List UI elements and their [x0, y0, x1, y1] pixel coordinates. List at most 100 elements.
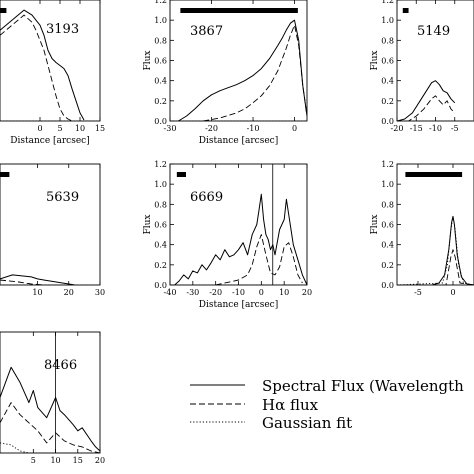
scale-bar: [405, 172, 463, 177]
y-tick-label: 0.4: [154, 77, 167, 86]
series-group: [397, 215, 474, 285]
x-tick-label: 20: [64, 288, 74, 297]
y-tick-label: 1.0: [154, 16, 167, 25]
panel-label: 3867: [190, 24, 223, 39]
scale-bar: [180, 8, 298, 13]
series-group: [397, 80, 474, 121]
series-h-flux: [203, 24, 307, 121]
scale-bar: [402, 8, 409, 13]
y-tick-label: 0.6: [381, 221, 394, 230]
x-tick-label: 5: [57, 124, 62, 133]
x-axis-label: Distance [arcsec]: [199, 300, 278, 310]
panel-frame: [0, 163, 101, 286]
y-axis-label: Flux: [370, 51, 380, 71]
y-tick-label: 1.2: [154, 160, 167, 169]
y-tick-label: 0.0: [381, 281, 394, 290]
y-tick-label: 1.0: [154, 180, 167, 189]
series-h-flux: [215, 234, 303, 285]
series-h-flux: [0, 279, 44, 285]
x-tick-label: 20: [95, 456, 105, 465]
panel-label: 8466: [44, 358, 77, 373]
x-tick-label: 30: [95, 288, 105, 297]
panel-3193: 0 5 10 15 Distance [arcsec] 3193: [0, 0, 105, 146]
x-tick-label: 5: [31, 456, 36, 465]
series-spectral-flux-wavelength: [397, 215, 474, 285]
x-tick-label: 0: [37, 124, 42, 133]
y-tick-label: 0.8: [154, 36, 167, 45]
panel-frame: [169, 163, 308, 286]
y-tick-label: 0.8: [381, 200, 394, 209]
panel-flux7: -5 0 0.0 0.2 0.4 0.6 0.8 1.0 1.2 Flux: [370, 160, 474, 297]
x-axis-label: Distance [arcsec]: [10, 136, 89, 146]
x-tick-label: 10: [75, 124, 85, 133]
panel-frame: [0, 0, 101, 122]
panel-label: 3193: [46, 22, 79, 37]
series-spectral-flux-wavelength: [0, 366, 100, 452]
x-tick-label: 15: [95, 124, 105, 133]
panel-frame: [169, 0, 308, 122]
x-tick-label: 10: [279, 288, 289, 297]
x-tick-label: -10: [429, 124, 442, 133]
x-tick-label: -20: [205, 124, 218, 133]
y-tick-label: 0.0: [154, 281, 167, 290]
x-tick-label: 0: [450, 288, 455, 297]
y-tick-label: 0.2: [154, 97, 167, 106]
panel-label: 6669: [190, 190, 223, 205]
panel-5149: -20 -15 -10 -5 0.0 0.2 0.4 0.6 0.8 1.0 1.2 Flux 5149: [370, 0, 474, 133]
x-tick-label: -20: [209, 288, 222, 297]
y-tick-label: 0.0: [154, 117, 167, 126]
series-group: [0, 9, 100, 121]
x-tick-label: -30: [164, 124, 177, 133]
y-tick-label: 0.8: [154, 200, 167, 209]
series-group: [170, 19, 307, 121]
scale-bar: [0, 172, 10, 177]
x-tick-label: 0: [292, 124, 297, 133]
y-tick-label: 1.2: [154, 0, 167, 5]
panel-6669: -40 -30 -20 -10 0 10 20 0.0 0.2 0.4 0.6 0.8 1.0 1.2 Di…: [143, 160, 312, 310]
y-tick-label: 0.4: [381, 241, 394, 250]
y-tick-label: 1.2: [381, 0, 394, 5]
panel-frame: [396, 163, 474, 286]
series-spectral-flux-wavelength: [174, 193, 307, 285]
x-tick-label: 0: [259, 288, 264, 297]
x-axis-label: Distance [arcsec]: [199, 136, 278, 146]
x-tick-label: -20: [391, 124, 404, 133]
panel-3867: -30 -20 -10 0 0.0 0.2 0.4 0.6 0.8 1.0 1.2 Distance …: [143, 0, 308, 146]
y-tick-label: 1.0: [381, 16, 394, 25]
series-spectral-flux-wavelength: [0, 9, 85, 121]
x-tick-label: 10: [32, 288, 42, 297]
x-tick-label: -30: [186, 288, 199, 297]
panel-label: 5639: [46, 190, 79, 205]
y-tick-label: 0.6: [381, 57, 394, 66]
y-tick-label: 0.6: [154, 57, 167, 66]
panel-5639: 10 20 30 5639: [0, 163, 105, 297]
panel-8466: 5 10 15 20 8466: [0, 331, 105, 465]
series-group: [0, 332, 100, 453]
y-axis-label: Flux: [370, 215, 380, 235]
series-spectral-flux-wavelength: [397, 80, 456, 121]
y-tick-label: 0.4: [381, 77, 394, 86]
x-tick-label: -10: [232, 288, 245, 297]
y-tick-label: 1.2: [381, 160, 394, 169]
panel-frame: [396, 0, 474, 122]
x-tick-label: 20: [302, 288, 312, 297]
y-tick-label: 0.6: [154, 221, 167, 230]
scale-bar: [176, 172, 186, 177]
series-group: [170, 164, 307, 285]
x-tick-label: 10: [50, 456, 60, 465]
series-h-flux: [397, 249, 474, 285]
legend: Spectral Flux (Wavelength Hα flux Gaussi…: [190, 377, 464, 432]
x-tick-label: -10: [247, 124, 260, 133]
legend-label-gaussian-fit: Gaussian fit: [262, 414, 352, 432]
y-tick-label: 0.0: [381, 117, 394, 126]
series-spectral-flux-wavelength: [0, 274, 76, 285]
y-axis-label: Flux: [143, 51, 153, 71]
legend-label-halpha-flux: Hα flux: [262, 396, 319, 414]
x-tick-label: -5: [451, 124, 459, 133]
y-tick-label: 0.2: [154, 261, 167, 270]
y-tick-label: 0.8: [381, 36, 394, 45]
series-gaussian-fit: [0, 442, 100, 453]
y-tick-label: 0.2: [381, 261, 394, 270]
